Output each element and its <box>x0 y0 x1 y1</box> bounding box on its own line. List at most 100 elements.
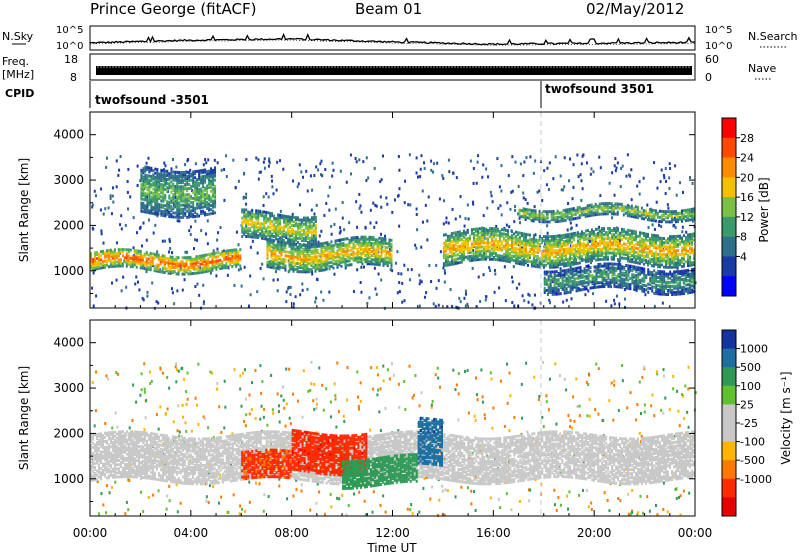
power-cell <box>131 263 134 267</box>
power-cell <box>446 245 449 249</box>
power-cell <box>285 221 288 225</box>
power-cell <box>584 206 587 210</box>
power-cell <box>247 228 250 232</box>
power-cell <box>462 241 465 245</box>
power-cell <box>274 254 277 258</box>
power-cell <box>164 214 167 218</box>
power-cell <box>161 266 164 270</box>
power-cell <box>276 244 279 248</box>
power-cell <box>668 245 671 249</box>
power-cell <box>177 256 180 260</box>
power-noise-cell <box>455 305 458 309</box>
power-cell <box>324 255 327 259</box>
power-cell <box>241 224 244 228</box>
power-cell <box>235 248 238 252</box>
power-cell <box>144 165 147 169</box>
power-noise-cell <box>415 207 418 211</box>
power-cell <box>580 209 583 213</box>
power-noise-cell <box>183 278 186 282</box>
power-cell <box>600 233 603 237</box>
power-cell <box>119 262 122 266</box>
power-cell <box>97 258 100 262</box>
power-cell <box>628 257 631 261</box>
power-cell <box>195 259 198 263</box>
power-cell <box>316 259 319 263</box>
power-cell <box>243 230 246 234</box>
power-cell <box>380 247 383 251</box>
power-cell <box>141 264 144 268</box>
power-cell <box>350 240 353 244</box>
power-cell <box>152 181 155 185</box>
power-cell <box>356 260 359 264</box>
power-cell <box>482 233 485 237</box>
power-cell <box>221 266 224 270</box>
power-cell <box>176 195 179 199</box>
power-cell <box>107 255 110 259</box>
power-cell <box>91 264 94 268</box>
power-cell <box>267 217 270 221</box>
power-noise-cell <box>644 293 647 297</box>
power-cell <box>478 249 481 253</box>
power-noise-cell <box>398 281 401 285</box>
power-cell <box>125 258 128 262</box>
power-cell <box>210 204 213 208</box>
power-cell <box>508 243 511 247</box>
power-noise-cell <box>589 239 592 243</box>
power-cell <box>690 251 693 255</box>
power-cell <box>558 254 561 258</box>
power-cell <box>336 239 339 243</box>
power-cell <box>144 206 147 210</box>
power-cell <box>686 262 689 266</box>
power-cell <box>288 254 291 258</box>
power-cell <box>328 257 331 261</box>
power-cell <box>446 234 449 238</box>
power-cell <box>142 171 145 175</box>
power-cell <box>200 179 203 183</box>
power-noise-cell <box>442 222 445 226</box>
power-cell <box>518 237 521 241</box>
power-cell <box>360 235 363 239</box>
power-cell <box>636 247 639 251</box>
power-cell <box>550 235 553 239</box>
power-cell <box>245 218 248 222</box>
power-noise-cell <box>472 202 475 206</box>
power-noise-cell <box>628 173 631 177</box>
power-cell <box>208 177 211 181</box>
power-noise-cell <box>613 298 616 302</box>
power-noise-cell <box>688 242 691 246</box>
power-cell <box>664 239 667 243</box>
power-cell <box>460 242 463 246</box>
power-cell <box>566 208 569 212</box>
power-cell <box>658 261 661 265</box>
power-cell <box>140 170 143 174</box>
power-noise-cell <box>311 272 314 276</box>
power-cell <box>156 190 159 194</box>
power-cell <box>237 256 240 260</box>
power-cell <box>584 229 587 233</box>
power-cell <box>478 231 481 235</box>
power-cell <box>172 211 175 215</box>
power-cell <box>482 241 485 245</box>
power-cell <box>284 260 287 264</box>
power-cell <box>368 237 371 241</box>
power-cell <box>458 236 461 240</box>
power-cell <box>225 255 228 259</box>
power-cell <box>187 256 190 260</box>
power-cell <box>251 221 254 225</box>
power-cell <box>474 239 477 243</box>
power-cell <box>207 263 210 267</box>
power-cell <box>310 245 313 249</box>
power-cell <box>142 181 145 185</box>
power-noise-cell <box>580 198 583 202</box>
power-cell <box>288 256 291 260</box>
power-cell <box>180 185 183 189</box>
power-cell <box>520 248 523 252</box>
power-cell <box>200 212 203 216</box>
power-cell <box>160 191 163 195</box>
power-cell <box>253 235 256 239</box>
power-cell <box>446 243 449 247</box>
power-cell <box>632 252 635 256</box>
power-cell <box>580 250 583 254</box>
power-noise-cell <box>95 294 98 298</box>
power-cell <box>680 250 683 254</box>
